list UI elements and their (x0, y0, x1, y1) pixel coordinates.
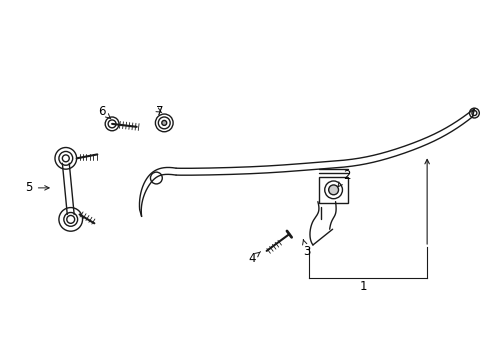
Text: 4: 4 (247, 252, 260, 265)
Circle shape (59, 208, 82, 231)
Circle shape (105, 117, 119, 131)
Circle shape (55, 148, 77, 169)
Circle shape (59, 152, 73, 165)
Text: 6: 6 (98, 105, 111, 119)
Circle shape (108, 120, 116, 128)
Circle shape (155, 114, 173, 132)
Circle shape (471, 111, 476, 116)
Circle shape (324, 181, 342, 199)
Bar (318, 177, 347, 203)
Text: 3: 3 (302, 240, 310, 258)
Text: 7: 7 (155, 105, 163, 118)
Text: 5: 5 (25, 181, 49, 194)
Text: 2: 2 (337, 168, 350, 187)
Circle shape (64, 212, 78, 226)
Circle shape (328, 185, 338, 195)
Text: 1: 1 (359, 280, 366, 293)
Circle shape (162, 121, 166, 125)
Circle shape (158, 117, 170, 129)
